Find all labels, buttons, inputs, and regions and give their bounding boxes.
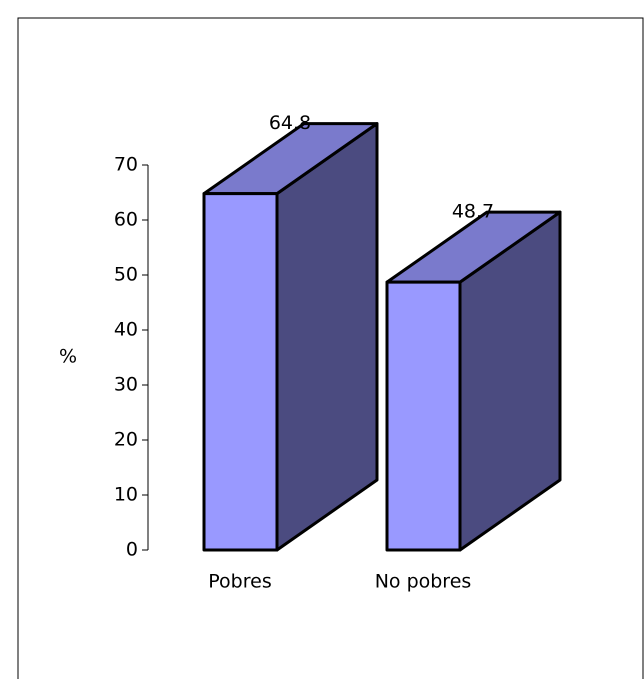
y-tick-label: 0 — [126, 539, 138, 561]
x-tick-label: Pobres — [208, 571, 271, 593]
y-axis-label: % — [59, 346, 77, 368]
y-tick-label: 30 — [114, 374, 138, 396]
value-label: 64.8 — [269, 112, 311, 134]
value-label: 48.7 — [452, 201, 494, 223]
bar-side — [275, 122, 379, 552]
frame — [17, 17, 644, 679]
y-tick-label: 70 — [114, 154, 138, 176]
y-tick-label: 20 — [114, 429, 138, 451]
bar-front — [202, 192, 279, 552]
y-tick-label: 40 — [114, 319, 138, 341]
bar — [385, 210, 562, 552]
y-tick-label: 50 — [114, 264, 138, 286]
bar — [202, 122, 379, 552]
y-tick-label: 60 — [114, 209, 138, 231]
y-tick-label: 10 — [114, 484, 138, 506]
bar-front — [385, 280, 462, 552]
x-tick-label: No pobres — [375, 571, 472, 593]
